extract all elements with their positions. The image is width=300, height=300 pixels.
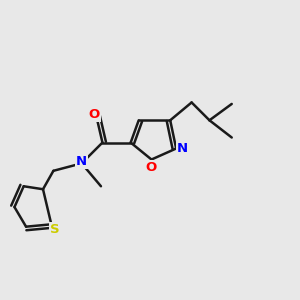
- Text: N: N: [76, 155, 87, 168]
- Text: O: O: [146, 161, 157, 174]
- Text: O: O: [89, 108, 100, 121]
- Text: S: S: [50, 223, 60, 236]
- Text: N: N: [177, 142, 188, 155]
